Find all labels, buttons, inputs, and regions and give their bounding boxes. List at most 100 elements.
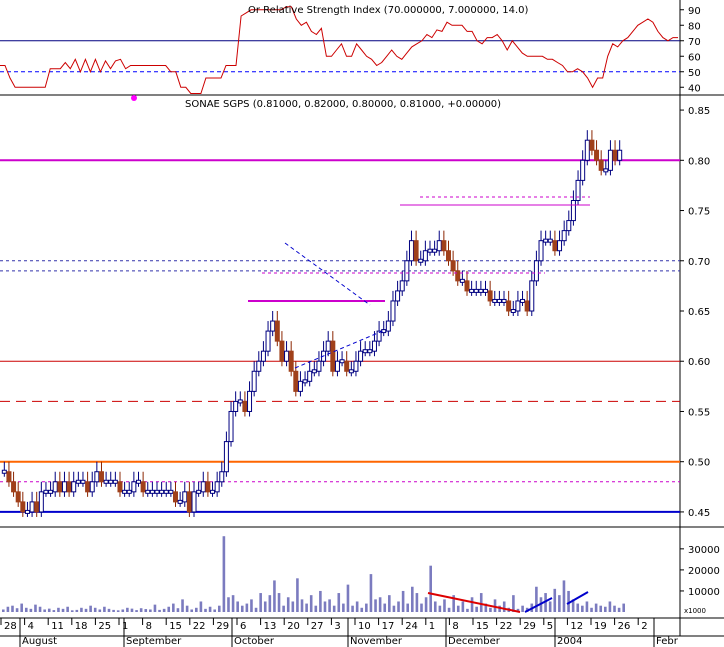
date-axis: 28 4 11 18 25 1 8 15 22 29 6 13 20 27 3 10 17 24 1 8 15 22 29 5… xyxy=(0,618,679,647)
volume-trend-line xyxy=(566,591,589,605)
candle-body xyxy=(61,481,67,493)
volume-bar xyxy=(456,605,460,612)
volume-bar xyxy=(466,608,469,612)
candle-body xyxy=(455,270,461,282)
candle-body xyxy=(302,379,308,384)
candle-body xyxy=(71,481,77,493)
date-tick-label: 13 xyxy=(264,621,277,632)
volume-bar xyxy=(296,578,299,612)
candle-body xyxy=(432,248,438,253)
price-tick-label: 0.85 xyxy=(688,106,710,117)
candle-body xyxy=(316,360,322,372)
candle-body xyxy=(135,479,141,484)
volume-bar xyxy=(521,605,524,612)
volume-bar xyxy=(447,607,451,612)
volume-bar xyxy=(305,603,308,612)
volume-bar xyxy=(190,609,194,612)
candle-body xyxy=(478,288,484,293)
candle-body xyxy=(293,370,299,392)
volume-bar xyxy=(342,603,345,612)
volume-bar xyxy=(20,603,23,612)
volume-bar xyxy=(553,588,557,612)
candle-body xyxy=(487,290,493,302)
candle-body xyxy=(256,360,262,372)
volume-bar xyxy=(112,609,115,612)
date-tick-label: 17 xyxy=(382,621,395,632)
candle-body xyxy=(459,278,465,283)
volume-bar xyxy=(250,599,253,612)
volume-tick-label: 10000 xyxy=(688,587,720,598)
volume-bar xyxy=(438,605,442,612)
date-tick-label: 20 xyxy=(287,621,300,632)
candle-body xyxy=(598,159,604,171)
volume-bar xyxy=(176,608,180,612)
volume-bar xyxy=(617,607,621,612)
date-tick-label: 1 xyxy=(429,621,435,632)
date-tick-label: 10 xyxy=(358,621,371,632)
volume-bar xyxy=(24,607,28,612)
candle-body xyxy=(561,230,567,242)
candle-body xyxy=(251,370,257,392)
volume-bar xyxy=(89,605,92,612)
volume-bar xyxy=(314,605,318,612)
volume-bar xyxy=(548,601,552,612)
month-label: Febr xyxy=(656,636,679,647)
volume-bar xyxy=(149,609,152,612)
candle-body xyxy=(237,399,243,404)
candle-body xyxy=(580,159,586,181)
candle-body xyxy=(24,509,30,514)
candle-body xyxy=(547,238,553,243)
volume-bar xyxy=(98,609,102,612)
volume-bar xyxy=(571,599,575,612)
volume-bar xyxy=(516,608,520,612)
candle-body xyxy=(297,380,303,392)
volume-bar xyxy=(6,606,10,612)
volume-bar xyxy=(29,608,33,612)
date-tick-label: 4 xyxy=(28,621,34,632)
volume-bar xyxy=(103,606,106,612)
volume-bar xyxy=(121,609,125,612)
month-label: September xyxy=(126,636,182,647)
volume-trend-line xyxy=(524,597,553,613)
candle-body xyxy=(524,300,530,312)
candle-body xyxy=(15,491,21,503)
candle-body xyxy=(279,340,285,362)
candle-body xyxy=(131,481,137,493)
volume-bar xyxy=(604,606,607,612)
date-tick-label: 15 xyxy=(169,621,182,632)
candle-body xyxy=(385,320,391,332)
volume-bar xyxy=(2,609,5,612)
volume-bar xyxy=(227,597,230,612)
volume-bar xyxy=(217,605,221,612)
volume-bar xyxy=(365,603,368,612)
volume-bar xyxy=(135,610,138,612)
candle-body xyxy=(200,481,206,493)
volume-bar xyxy=(406,603,410,612)
candle-body xyxy=(186,491,192,513)
rsi-title: Or Relative Strength Index (70.000000, 7… xyxy=(248,5,528,16)
date-tick-label: 15 xyxy=(476,621,489,632)
candle-body xyxy=(594,149,600,161)
volume-bar xyxy=(346,584,350,612)
volume-bar xyxy=(493,599,497,612)
candle-body xyxy=(242,400,248,412)
candle-body xyxy=(307,370,313,382)
candle-body xyxy=(436,240,442,252)
volume-bar xyxy=(594,603,598,612)
candle-body xyxy=(422,250,428,262)
candle-body xyxy=(89,481,95,493)
candle-body xyxy=(182,491,188,503)
candle-body xyxy=(149,489,155,494)
candle-body xyxy=(441,240,447,252)
volume-bar xyxy=(332,605,336,612)
candle-body xyxy=(445,250,451,262)
volume-bar xyxy=(452,595,455,612)
volume-bar xyxy=(34,604,37,612)
candle-body xyxy=(140,481,146,493)
volume-tick-label: 20000 xyxy=(688,566,720,577)
candle-body xyxy=(223,441,229,473)
volume-bar xyxy=(107,608,111,612)
candle-body xyxy=(270,320,276,332)
volume-bar xyxy=(75,609,79,612)
